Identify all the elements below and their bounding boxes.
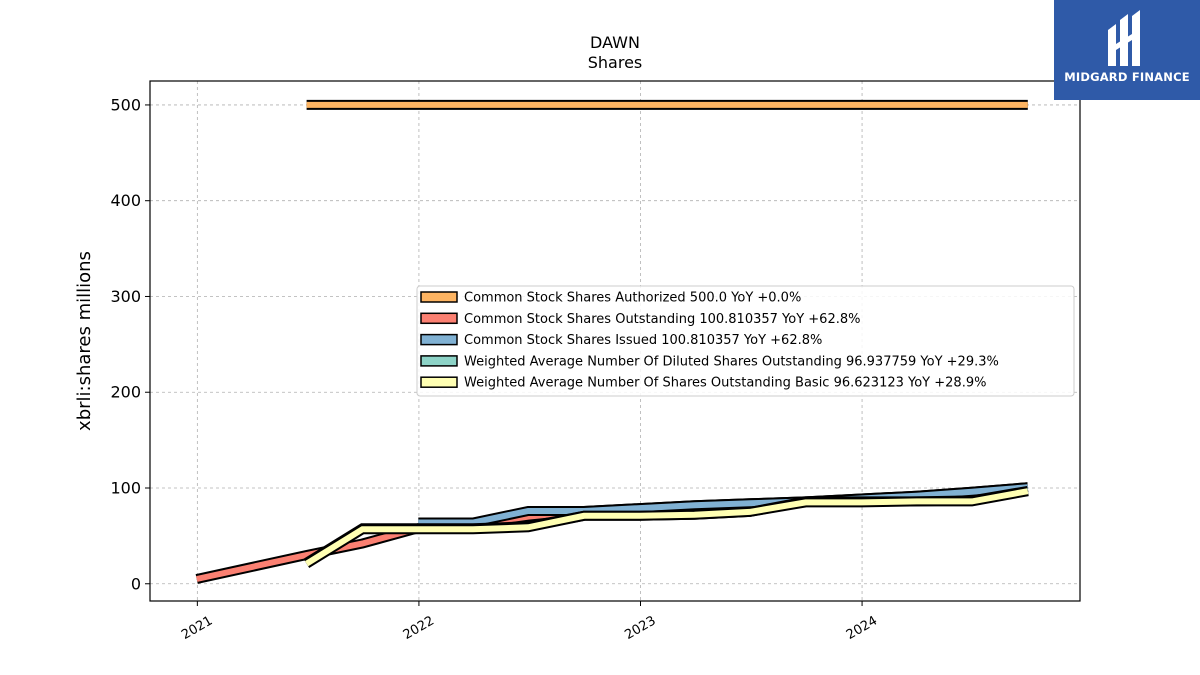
y-tick-label: 200 [110, 383, 141, 402]
y-tick-label: 400 [110, 191, 141, 210]
legend-swatch [420, 355, 458, 367]
legend: Common Stock Shares Authorized 500.0 YoY… [416, 285, 1075, 397]
chart-title: DAWN [590, 33, 640, 52]
y-tick-label: 0 [131, 574, 141, 593]
legend-label: Common Stock Shares Outstanding 100.8103… [464, 312, 860, 327]
logo-mark-icon [1108, 10, 1140, 66]
legend-label: Weighted Average Number Of Shares Outsta… [464, 376, 986, 391]
legend-swatch [420, 333, 458, 346]
x-tick-label: 2021 [179, 613, 215, 643]
legend-swatch [420, 376, 458, 388]
legend-item: Common Stock Shares Issued 100.810357 Yo… [420, 333, 822, 348]
series-layer [195, 99, 1029, 584]
x-tick-label: 2022 [401, 613, 437, 643]
y-tick-label: 300 [110, 287, 141, 306]
legend-label: Common Stock Shares Authorized 500.0 YoY… [464, 291, 801, 306]
legend-item: Common Stock Shares Outstanding 100.8103… [420, 312, 860, 327]
legend-item: Common Stock Shares Authorized 500.0 YoY… [420, 291, 801, 306]
x-tick-label: 2024 [844, 613, 880, 643]
logo-text: MIDGARD FINANCE [1064, 70, 1190, 84]
y-tick-label: 500 [110, 95, 141, 114]
legend-swatch [420, 312, 458, 325]
legend-box [416, 285, 1075, 397]
legend-label: Common Stock Shares Issued 100.810357 Yo… [464, 333, 822, 348]
series-line [305, 488, 1029, 567]
legend-label: Weighted Average Number Of Diluted Share… [464, 354, 999, 369]
chart-subtitle: Shares [588, 53, 643, 72]
series-line [418, 484, 1029, 526]
legend-swatch [420, 291, 458, 303]
legend-item: Weighted Average Number Of Shares Outsta… [420, 376, 986, 391]
y-axis-label: xbrli:shares millions [74, 251, 95, 431]
series-2 [418, 482, 1029, 528]
plot-frame [149, 80, 1081, 602]
y-tick-label: 100 [110, 478, 141, 497]
x-tick-label: 2023 [622, 613, 658, 643]
midgard-finance-logo: MIDGARD FINANCE [1054, 0, 1200, 100]
legend-item: Weighted Average Number Of Diluted Share… [420, 354, 999, 369]
series-4 [303, 486, 1029, 568]
